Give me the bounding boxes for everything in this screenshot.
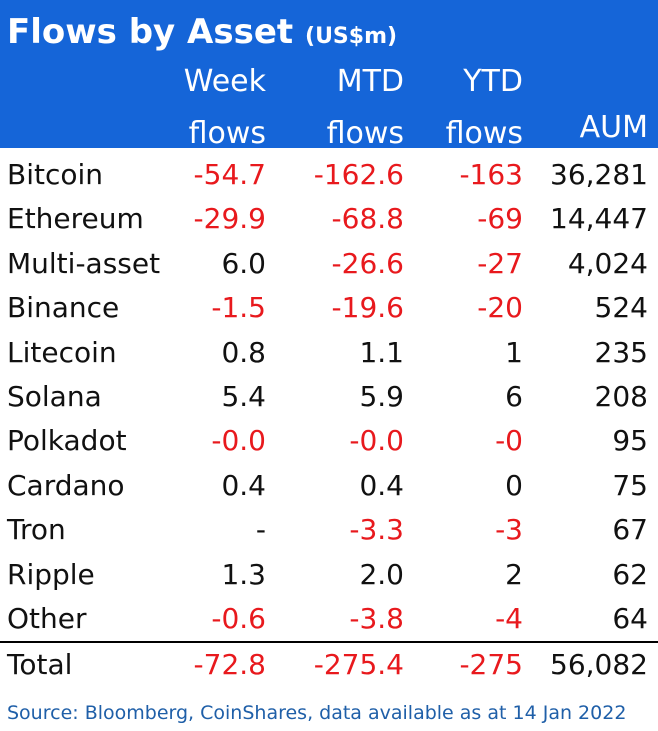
ytd-value: -4 [495, 602, 523, 635]
asset-name: Cardano [7, 468, 125, 502]
asset-name: Ethereum [7, 202, 144, 236]
mtd-value: -162.6 [313, 158, 404, 191]
week-value: -29.9 [193, 202, 266, 236]
table-row: Tron - -3.3 -3 67 [0, 508, 658, 552]
aum-value: 4,024 [567, 246, 648, 280]
week-value: 5.4 [221, 380, 266, 413]
aum-value: 67 [612, 513, 648, 547]
mtd-value: 1.1 [359, 335, 404, 369]
mtd-value: -68.8 [331, 202, 404, 236]
total-aum: 56,082 [550, 648, 648, 681]
header-ytd-line1: YTD [463, 64, 523, 99]
total-ytd: -275 [459, 648, 523, 681]
mtd-value: 2.0 [359, 557, 404, 591]
total-row: Total -72.8 -275.4 -275 56,082 [0, 643, 658, 687]
week-value: 6.0 [221, 246, 266, 280]
asset-name: Multi-asset [7, 246, 161, 280]
aum-value: 75 [612, 468, 648, 502]
table-row: Litecoin 0.8 1.1 1 235 [0, 331, 658, 375]
header-week-line1: Week [183, 64, 266, 99]
mtd-value: -3.8 [349, 602, 404, 635]
total-divider [0, 641, 658, 643]
week-value: 1.3 [221, 557, 266, 591]
mtd-value: -3.3 [349, 513, 404, 547]
ytd-value: 0 [505, 468, 523, 502]
ytd-value: -0 [495, 424, 523, 458]
aum-value: 62 [612, 557, 648, 591]
title-unit: (US$m) [305, 24, 398, 49]
total-mtd: -275.4 [313, 648, 404, 681]
table-row: Solana 5.4 5.9 6 208 [0, 375, 658, 419]
asset-name: Binance [7, 291, 120, 325]
table-title: Flows by Asset (US$m) [7, 12, 397, 52]
table-row: Ripple 1.3 2.0 2 62 [0, 553, 658, 597]
header-mtd-flows: MTD flows [327, 56, 404, 160]
aum-value: 95 [612, 424, 648, 458]
week-value: 0.8 [221, 335, 266, 369]
week-value: - [255, 513, 266, 547]
mtd-value: 5.9 [359, 380, 404, 413]
mtd-value: -0.0 [349, 424, 404, 458]
header-ytd-flows: YTD flows [446, 56, 523, 160]
aum-value: 64 [612, 602, 648, 635]
mtd-value: -26.6 [331, 246, 404, 280]
asset-name: Tron [7, 513, 66, 547]
week-value: -0.6 [211, 602, 266, 635]
ytd-value: -69 [477, 202, 523, 236]
ytd-value: -27 [477, 246, 523, 280]
aum-value: 524 [594, 291, 648, 325]
header-week-line2: flows [188, 116, 266, 151]
aum-value: 235 [594, 335, 648, 369]
asset-name: Litecoin [7, 335, 117, 369]
table-row: Other -0.6 -3.8 -4 64 [0, 597, 658, 641]
mtd-value: 0.4 [359, 468, 404, 502]
aum-value: 36,281 [550, 158, 648, 191]
table-row: Multi-asset 6.0 -26.6 -27 4,024 [0, 242, 658, 286]
mtd-value: -19.6 [331, 291, 404, 325]
table-row: Polkadot -0.0 -0.0 -0 95 [0, 419, 658, 463]
table-row: Bitcoin -54.7 -162.6 -163 36,281 [0, 153, 658, 197]
header-aum-label: AUM [579, 110, 648, 145]
header-mtd-line2: flows [326, 116, 404, 151]
total-label: Total [7, 648, 73, 681]
header-aum: AUM [580, 108, 648, 148]
week-value: -54.7 [193, 158, 266, 191]
aum-value: 14,447 [550, 202, 648, 236]
table-header: Flows by Asset (US$m) Week flows MTD flo… [0, 0, 658, 151]
week-value: -1.5 [211, 291, 266, 325]
ytd-value: -20 [477, 291, 523, 325]
ytd-value: -3 [495, 513, 523, 547]
table-row: Binance -1.5 -19.6 -20 524 [0, 286, 658, 330]
source-note: Source: Bloomberg, CoinShares, data avai… [7, 702, 627, 724]
total-week: -72.8 [193, 648, 266, 681]
week-value: 0.4 [221, 468, 266, 502]
asset-name: Other [7, 602, 87, 635]
table-row: Cardano 0.4 0.4 0 75 [0, 464, 658, 508]
header-week-flows: Week flows [184, 56, 266, 160]
ytd-value: 6 [505, 380, 523, 413]
table-row: Ethereum -29.9 -68.8 -69 14,447 [0, 197, 658, 241]
aum-value: 208 [594, 380, 648, 413]
asset-name: Solana [7, 380, 102, 413]
ytd-value: 2 [505, 557, 523, 591]
header-mtd-line1: MTD [336, 64, 404, 99]
header-ytd-line2: flows [445, 116, 523, 151]
asset-name: Polkadot [7, 424, 127, 458]
week-value: -0.0 [211, 424, 266, 458]
asset-name: Bitcoin [7, 158, 104, 191]
title-text: Flows by Asset [7, 12, 294, 52]
asset-name: Ripple [7, 557, 95, 591]
ytd-value: 1 [505, 335, 523, 369]
ytd-value: -163 [459, 158, 523, 191]
